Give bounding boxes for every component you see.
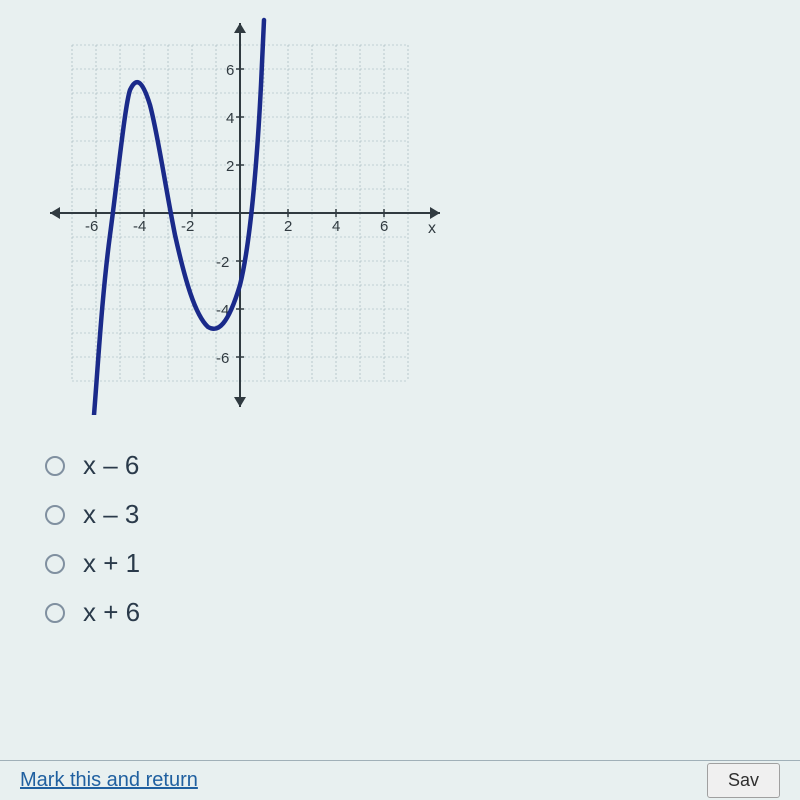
x-tick-neg4: -4 bbox=[133, 218, 146, 235]
option-b[interactable]: x – 3 bbox=[45, 499, 140, 530]
option-b-text: x – 3 bbox=[83, 499, 139, 530]
y-tick-2: 2 bbox=[226, 158, 234, 175]
x-axis-label: x bbox=[428, 220, 436, 237]
radio-icon[interactable] bbox=[45, 456, 65, 476]
function-graph: -6 -4 -2 2 4 6 6 4 2 -2 -4 -6 x bbox=[30, 15, 450, 415]
option-a-text: x – 6 bbox=[83, 450, 139, 481]
x-tick-2: 2 bbox=[284, 218, 292, 235]
y-axis-arrow-up bbox=[234, 23, 246, 33]
y-tick-neg2: -2 bbox=[216, 254, 229, 271]
option-c-text: x + 1 bbox=[83, 548, 140, 579]
y-tick-4: 4 bbox=[226, 110, 234, 127]
radio-icon[interactable] bbox=[45, 505, 65, 525]
y-tick-neg6: -6 bbox=[216, 350, 229, 367]
option-c[interactable]: x + 1 bbox=[45, 548, 140, 579]
x-tick-6: 6 bbox=[380, 218, 388, 235]
mark-return-link[interactable]: Mark this and return bbox=[20, 769, 198, 792]
save-button[interactable]: Sav bbox=[707, 763, 780, 798]
x-tick-neg6: -6 bbox=[85, 218, 98, 235]
footer-bar: Mark this and return Sav bbox=[0, 760, 800, 800]
x-axis-arrow-right bbox=[430, 207, 440, 219]
y-axis-arrow-down bbox=[234, 397, 246, 407]
option-a[interactable]: x – 6 bbox=[45, 450, 140, 481]
x-tick-neg2: -2 bbox=[181, 218, 194, 235]
option-d-text: x + 6 bbox=[83, 597, 140, 628]
x-axis-arrow-left bbox=[50, 207, 60, 219]
radio-icon[interactable] bbox=[45, 603, 65, 623]
x-tick-4: 4 bbox=[332, 218, 340, 235]
answer-options: x – 6 x – 3 x + 1 x + 6 bbox=[45, 450, 140, 646]
y-tick-6: 6 bbox=[226, 62, 234, 79]
option-d[interactable]: x + 6 bbox=[45, 597, 140, 628]
radio-icon[interactable] bbox=[45, 554, 65, 574]
